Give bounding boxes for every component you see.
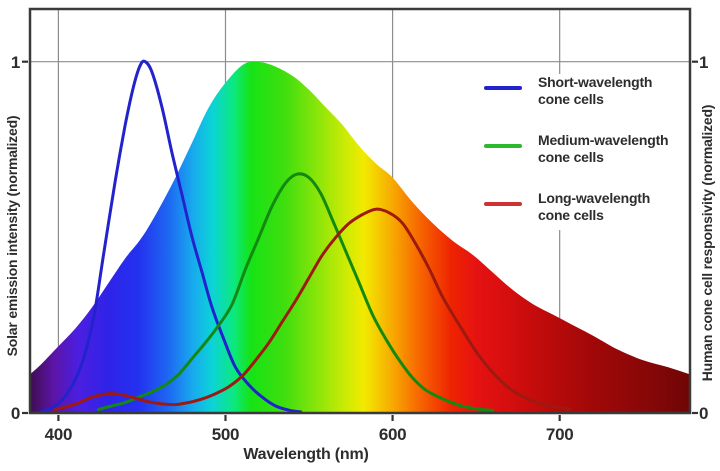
legend: Short-wavelength cone cells Medium-wavelen…	[480, 74, 688, 230]
legend-item: Medium-wavelength cone cells	[480, 132, 669, 166]
y-tick-label-left: 0	[10, 404, 20, 423]
x-tick-label: 500	[211, 425, 240, 444]
legend-label: Long-wavelength cone cells	[538, 190, 650, 224]
x-tick-label: 700	[545, 425, 574, 444]
legend-label-line: Medium-wavelength	[538, 132, 669, 148]
y-tick-label-right: 1	[699, 52, 709, 72]
legend-label-line: cone cells	[538, 207, 604, 223]
legend-line-swatch-icon	[484, 144, 522, 148]
x-axis-title: Wavelength (nm)	[243, 446, 369, 463]
legend-label-line: Short-wavelength	[538, 74, 653, 90]
legend-item: Short-wavelength cone cells	[480, 74, 652, 108]
cone-curve-2	[53, 207, 572, 411]
solar-emission-area	[30, 61, 690, 413]
x-tick-label: 600	[378, 425, 407, 444]
legend-line-swatch-icon	[484, 202, 522, 206]
legend-label-line: cone cells	[538, 149, 604, 165]
legend-label: Medium-wavelength cone cells	[538, 132, 669, 166]
legend-label-line: Long-wavelength	[538, 190, 651, 206]
cone-curve-1	[97, 172, 495, 412]
y-tick-label-left: 1	[10, 52, 20, 72]
y-axis-title-left: Solar emission intensity (normalized)	[4, 115, 20, 357]
legend-label-line: cone cells	[538, 91, 604, 107]
legend-label: Short-wavelength cone cells	[538, 74, 652, 108]
y-tick-label-right: 0	[699, 404, 709, 423]
legend-line-swatch-icon	[484, 86, 522, 90]
cone-curve-0	[40, 59, 303, 414]
x-tick-label: 400	[44, 425, 73, 444]
legend-item: Long-wavelength cone cells	[480, 190, 650, 224]
plot-border	[28, 7, 692, 415]
y-axis-title-right: Human cone cell responsivity (normalized…	[699, 104, 715, 382]
